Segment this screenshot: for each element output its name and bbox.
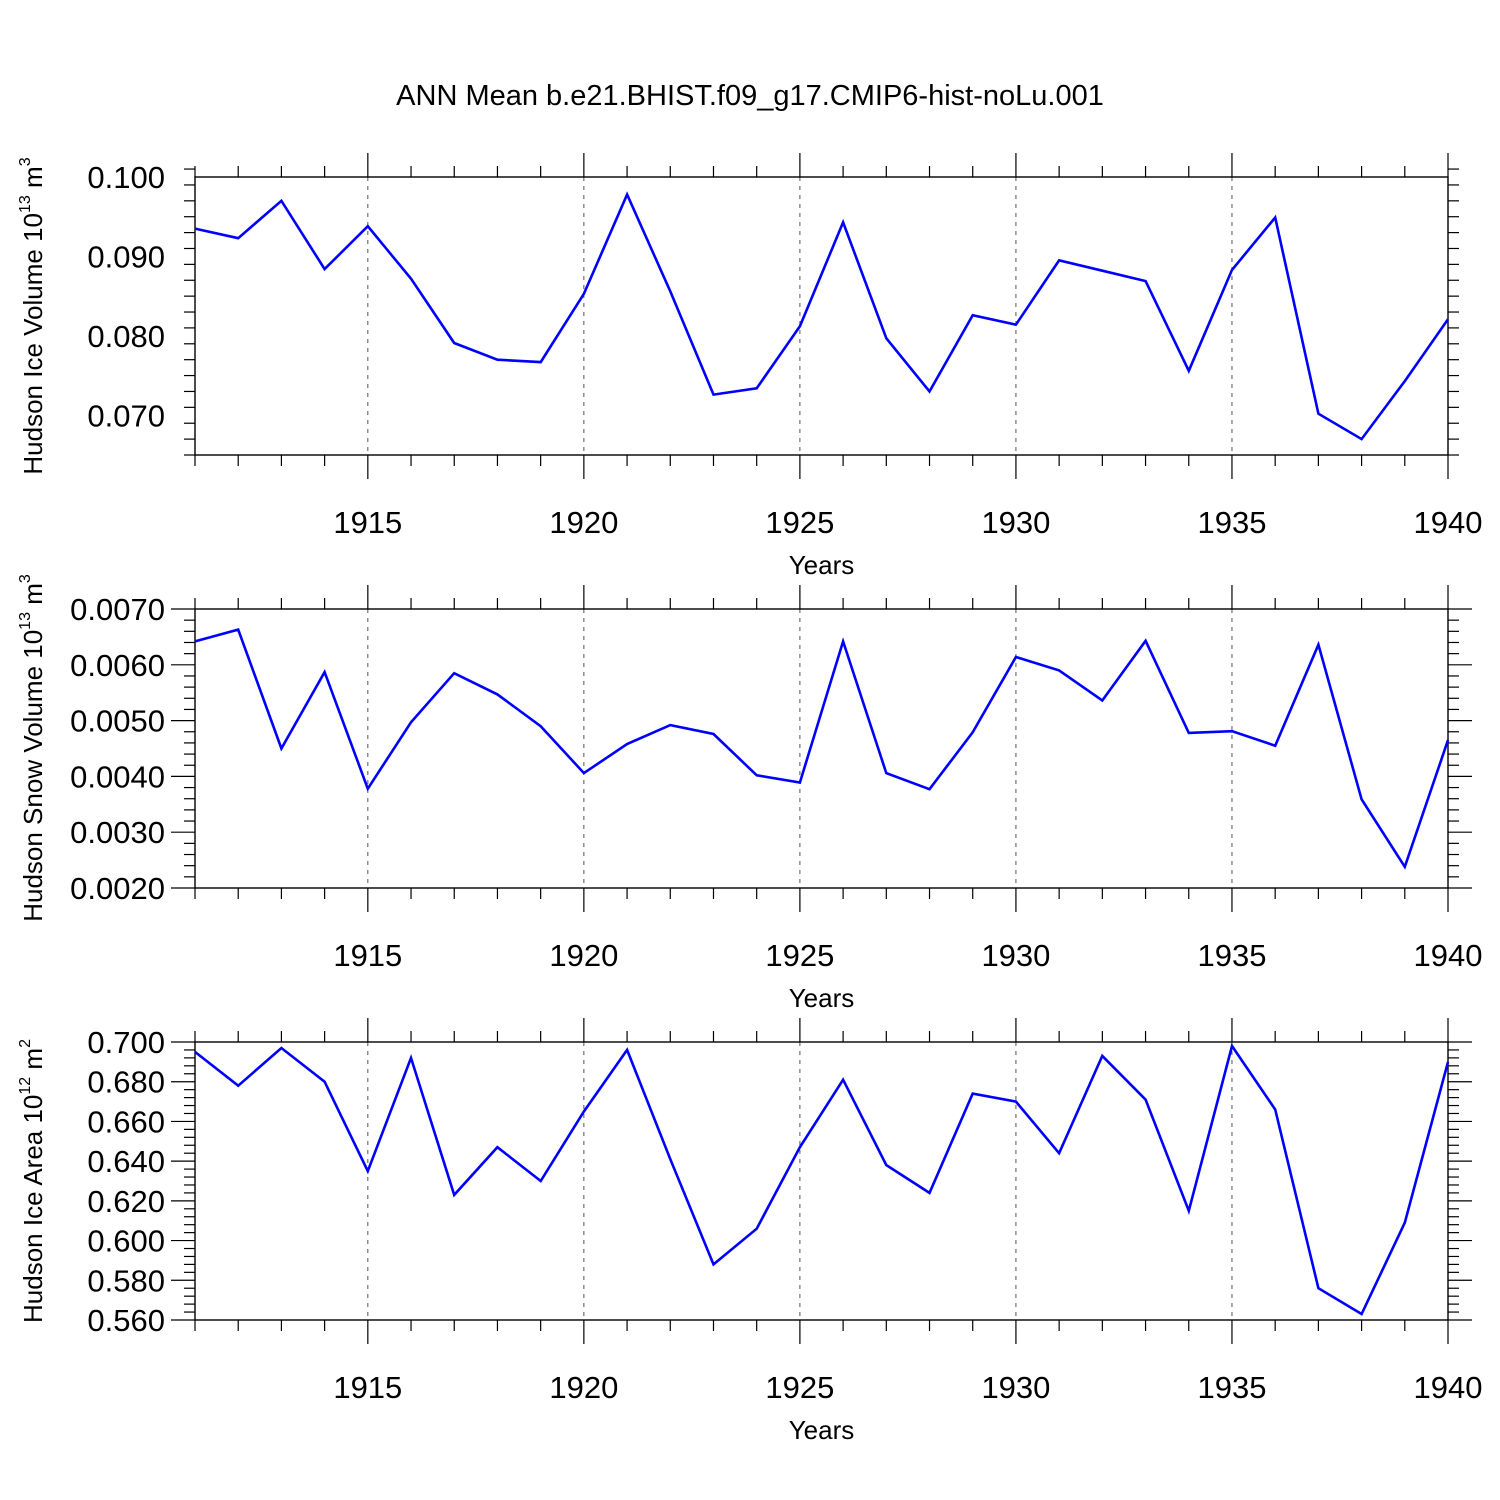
- x-tick-label: 1935: [1197, 1370, 1266, 1405]
- y-label-exp: 13: [17, 195, 34, 213]
- x-tick-label: 1920: [549, 938, 618, 973]
- y-tick-label: 0.0060: [70, 648, 165, 683]
- y-label-text: Hudson Snow Volume 10: [18, 630, 48, 922]
- y-label-unit: m: [18, 1048, 48, 1077]
- x-tick-label: 1915: [333, 505, 402, 540]
- y-axis-label: Hudson Snow Volume 1013 m3: [17, 574, 48, 922]
- x-tick-label: 1935: [1197, 938, 1266, 973]
- x-tick-label: 1940: [1414, 505, 1483, 540]
- plot-frame: [194, 608, 1449, 889]
- y-label-text: Hudson Ice Area 10: [18, 1095, 48, 1323]
- series-line: [194, 191, 1450, 441]
- chart-panel-2: 0.0020 0.0030 0.0040 0.0050 0.0060 0.0070 1915…: [17, 574, 1482, 1013]
- y-tick-label: 0.680: [87, 1065, 165, 1100]
- x-tick-label: 1940: [1414, 938, 1483, 973]
- figure-title: ANN Mean b.e21.BHIST.f09_g17.CMIP6-hist-…: [396, 80, 1104, 112]
- y-tick-label: 0.660: [87, 1104, 165, 1139]
- x-tick-label: 1915: [333, 1370, 402, 1405]
- y-label-text: Hudson Ice Volume 10: [18, 213, 48, 475]
- y-tick-label: 0.0030: [70, 815, 165, 850]
- y-label-unit-exp: 3: [17, 574, 34, 583]
- y-tick-label: 0.580: [87, 1263, 165, 1298]
- y-tick-label: 0.640: [87, 1144, 165, 1179]
- y-tick-label: 0.070: [87, 398, 165, 433]
- series-line: [194, 628, 1450, 870]
- y-tick-label: 0.080: [87, 319, 165, 354]
- y-label-unit-exp: 2: [17, 1039, 34, 1048]
- x-tick-label: 1920: [549, 505, 618, 540]
- y-label-exp: 13: [17, 612, 34, 630]
- y-tick-label: 0.090: [87, 239, 165, 274]
- y-label-unit: m: [18, 166, 48, 195]
- x-tick-label: 1925: [765, 1370, 834, 1405]
- x-axis-label: Years: [789, 550, 855, 580]
- x-axis-label: Years: [789, 1415, 855, 1445]
- chart-panel-1: 0.070 0.080 0.090 0.100 1915 1920 1925 1930 1935…: [17, 153, 1482, 580]
- x-tick-label: 1925: [765, 505, 834, 540]
- y-label-exp: 12: [17, 1077, 34, 1095]
- y-tick-label: 0.0020: [70, 871, 165, 906]
- plot-frame: [194, 1041, 1449, 1321]
- x-tick-label: 1930: [981, 1370, 1050, 1405]
- x-tick-label: 1925: [765, 938, 834, 973]
- y-tick-label: 0.560: [87, 1303, 165, 1338]
- x-tick-label: 1930: [981, 505, 1050, 540]
- y-label-unit-exp: 3: [17, 157, 34, 166]
- y-axis-label: Hudson Ice Volume 1013 m3: [17, 157, 48, 474]
- chart-panel-3: 0.560 0.580 0.600 0.620 0.640 0.660 0.680 0.700…: [17, 1018, 1482, 1445]
- y-axis-label: Hudson Ice Area 1012 m2: [17, 1039, 48, 1323]
- series-line: [194, 1042, 1450, 1316]
- x-tick-label: 1915: [333, 938, 402, 973]
- x-tick-label: 1935: [1197, 505, 1266, 540]
- x-tick-label: 1930: [981, 938, 1050, 973]
- y-label-unit: m: [18, 583, 48, 612]
- x-tick-label: 1940: [1414, 1370, 1483, 1405]
- x-axis-label: Years: [789, 983, 855, 1013]
- y-tick-label: 0.0070: [70, 592, 165, 627]
- y-tick-label: 0.0040: [70, 759, 165, 794]
- y-tick-label: 0.100: [87, 160, 165, 195]
- plot-frame: [194, 176, 1449, 456]
- y-tick-label: 0.600: [87, 1224, 165, 1259]
- x-tick-label: 1920: [549, 1370, 618, 1405]
- y-tick-label: 0.700: [87, 1025, 165, 1060]
- y-tick-label: 0.620: [87, 1184, 165, 1219]
- y-tick-label: 0.0050: [70, 704, 165, 739]
